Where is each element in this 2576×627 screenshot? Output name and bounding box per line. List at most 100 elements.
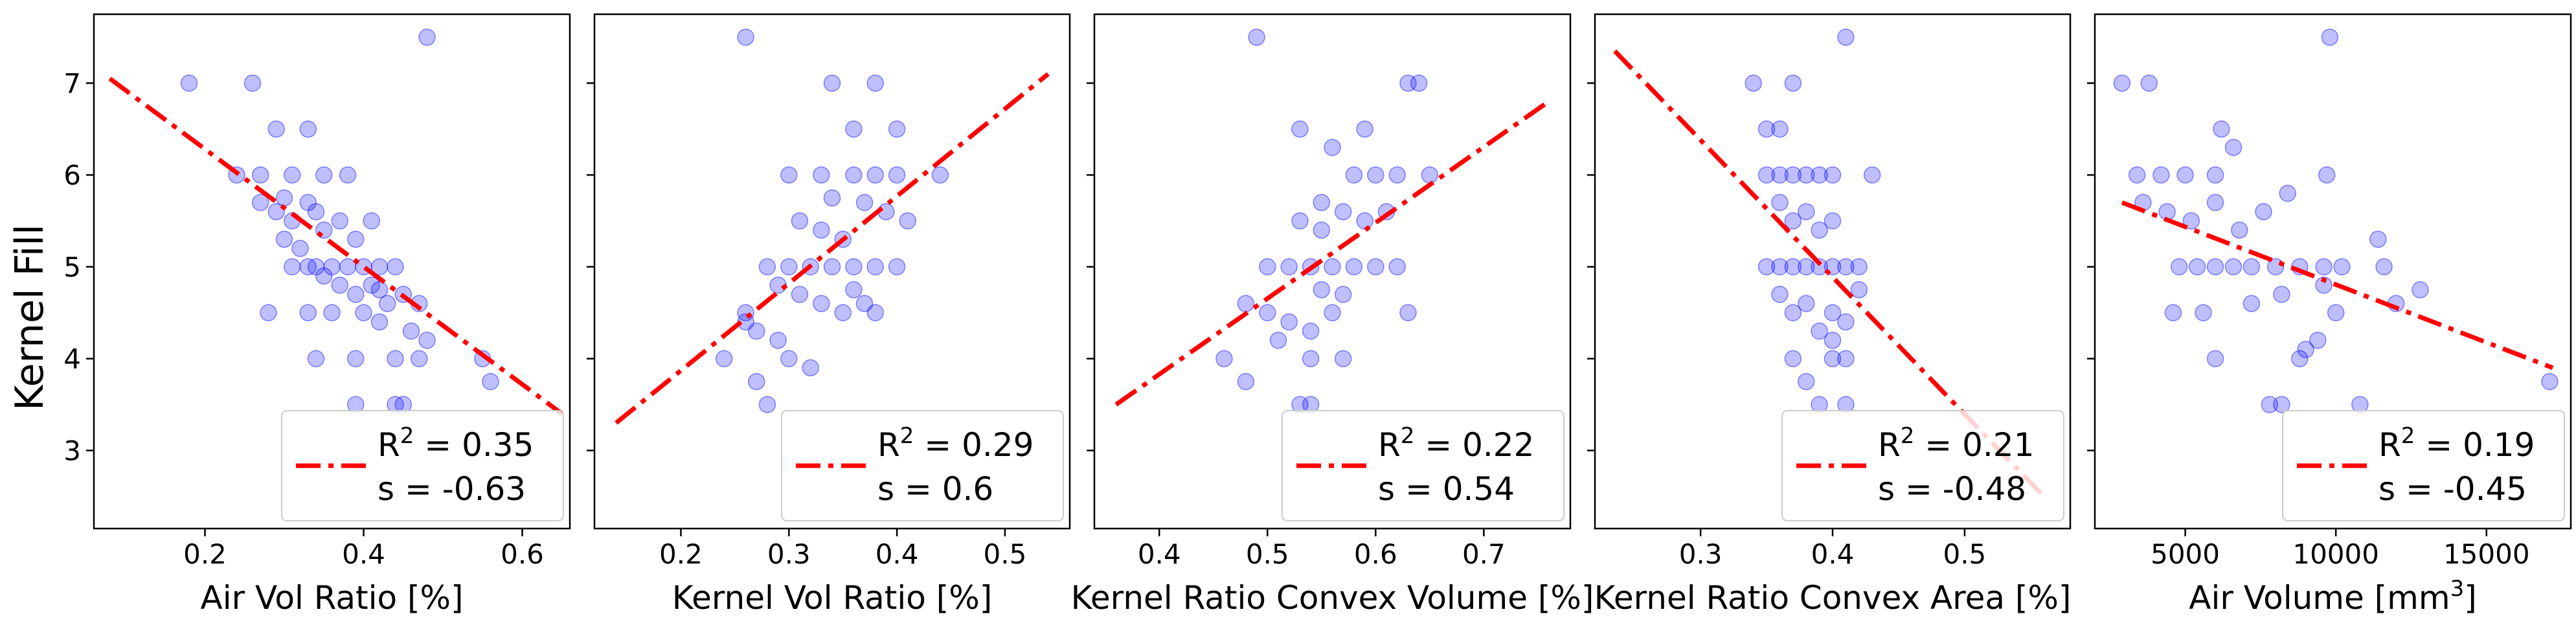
y-tick-label: 4 — [63, 343, 81, 375]
data-point — [1313, 221, 1331, 239]
data-point — [1824, 332, 1842, 349]
data-point — [747, 322, 765, 340]
data-point — [2327, 304, 2345, 322]
data-point — [1824, 304, 1842, 322]
data-point — [1334, 286, 1352, 303]
data-point — [715, 350, 733, 367]
data-point — [802, 359, 819, 377]
data-point — [899, 212, 917, 230]
data-point — [387, 258, 404, 276]
data-point — [2182, 212, 2200, 230]
data-point — [1811, 258, 1828, 276]
data-point — [2369, 231, 2387, 248]
data-point — [370, 313, 389, 331]
data-point — [2243, 258, 2261, 276]
data-point — [1388, 258, 1406, 276]
data-point — [855, 295, 874, 312]
data-point — [387, 350, 404, 367]
data-point — [2273, 396, 2290, 413]
data-point — [2176, 166, 2194, 184]
data-point — [315, 166, 333, 184]
data-point — [1837, 350, 1855, 367]
subplot-4: 0.3 0.4 0.5 Kernel Ratio Convex Area [%] R2 … — [1587, 13, 2071, 617]
x-axis-label: Kernel Ratio Convex Volume [%] — [1071, 579, 1594, 617]
data-point — [2279, 185, 2296, 202]
data-point — [1811, 322, 1828, 340]
data-point — [2206, 258, 2224, 276]
data-point — [2297, 341, 2314, 358]
data-point — [2273, 286, 2290, 303]
data-point — [379, 295, 396, 312]
legend: R2 = 0.22 s = 0.54 — [1282, 410, 1565, 521]
data-point — [1421, 166, 1439, 184]
x-tick-label: 0.5 — [1943, 538, 1986, 570]
data-point — [284, 166, 301, 184]
data-point — [284, 258, 301, 276]
data-point — [845, 120, 863, 138]
data-point — [299, 258, 317, 276]
data-point — [482, 372, 499, 391]
x-tick-label: 0.2 — [659, 538, 703, 570]
data-point — [791, 212, 809, 230]
data-point — [418, 332, 436, 349]
data-point — [339, 166, 357, 184]
data-point — [1324, 139, 1341, 156]
data-point — [275, 231, 293, 248]
x-tick-label: 0.5 — [984, 538, 1027, 570]
data-point — [866, 304, 884, 322]
data-point — [1797, 372, 1815, 391]
data-point — [2315, 258, 2333, 276]
data-point — [1811, 221, 1828, 239]
data-point — [307, 350, 325, 367]
data-point — [888, 120, 906, 138]
data-point — [2321, 28, 2339, 46]
data-point — [347, 286, 365, 303]
x-tick-label: 0.3 — [1679, 538, 1723, 570]
data-point — [866, 166, 884, 184]
data-point — [855, 194, 874, 211]
data-point — [2113, 74, 2131, 92]
data-point — [2128, 166, 2146, 184]
data-point — [2195, 304, 2212, 322]
plot-frame — [593, 13, 1071, 530]
x-tick-label: 5000 — [2151, 538, 2220, 570]
data-point — [2231, 221, 2248, 239]
data-point — [758, 396, 776, 413]
data-point — [347, 231, 365, 248]
legend-r2: R2 = 0.19 — [2378, 423, 2535, 464]
data-point — [769, 332, 787, 349]
data-point — [1745, 74, 1762, 92]
legend-box — [1282, 410, 1565, 521]
data-point — [2152, 166, 2170, 184]
data-point — [1291, 212, 1309, 230]
legend: R2 = 0.21 s = -0.48 — [1781, 410, 2064, 521]
x-tick-label: 0.6 — [1354, 538, 1397, 570]
data-point — [813, 221, 830, 239]
data-point — [2213, 120, 2230, 138]
y-tick-label: 7 — [63, 67, 81, 99]
data-point — [2315, 277, 2333, 294]
data-point — [813, 166, 830, 184]
regression-line — [2121, 200, 2554, 370]
x-tick-label: 0.4 — [1138, 538, 1181, 570]
data-point — [307, 258, 325, 276]
data-point — [299, 120, 317, 138]
scatter-points — [2113, 28, 2559, 413]
regression-line — [108, 76, 563, 416]
data-point — [2333, 258, 2351, 276]
data-point — [769, 277, 787, 294]
data-point — [2375, 258, 2393, 276]
data-point — [1811, 166, 1828, 184]
data-point — [1324, 304, 1341, 322]
data-point — [299, 304, 317, 322]
data-point — [791, 286, 809, 303]
data-point — [1313, 281, 1331, 299]
legend-r2: R2 = 0.22 — [1378, 423, 1534, 464]
data-point — [845, 258, 863, 276]
data-point — [1797, 295, 1815, 312]
data-point — [845, 166, 863, 184]
data-point — [1837, 28, 1855, 46]
data-point — [411, 350, 428, 367]
legend-slope: s = -0.63 — [378, 470, 526, 508]
